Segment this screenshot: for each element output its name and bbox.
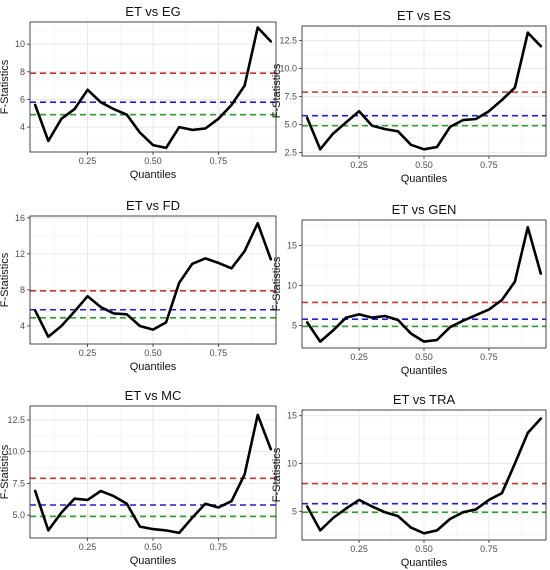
panel-title: ET vs ES	[397, 8, 451, 23]
y-axis-label: F-Statistics	[0, 252, 11, 307]
x-axis-label: Quantiles	[401, 365, 448, 377]
y-tick-label: 7.5	[284, 92, 297, 102]
y-tick-label: 10.0	[7, 447, 25, 457]
y-tick-label: 10	[287, 281, 297, 291]
x-tick-label: 0.75	[210, 542, 228, 552]
y-tick-label: 6	[20, 94, 25, 104]
y-tick-label: 10	[287, 459, 297, 469]
panel-border	[29, 405, 277, 539]
y-tick-label: 10.0	[279, 64, 297, 74]
y-tick-label: 10	[15, 39, 25, 49]
panel-title: ET vs EG	[125, 4, 180, 19]
panel-border	[301, 219, 547, 349]
y-tick-label: 15	[287, 411, 297, 421]
x-axis-label: Quantiles	[130, 555, 177, 567]
y-tick-label: 5.0	[12, 510, 25, 520]
series-line	[33, 413, 273, 535]
x-tick-label: 0.50	[144, 542, 162, 552]
x-tick-label: 0.25	[350, 352, 368, 362]
x-tick-label: 0.25	[350, 544, 368, 554]
y-tick-label: 4	[20, 122, 25, 132]
y-axis-label: F-Statistics	[271, 63, 283, 118]
x-axis-label: Quantiles	[130, 169, 177, 181]
x-tick-label: 0.50	[144, 348, 162, 358]
y-tick-label: 5.0	[284, 120, 297, 130]
panel-title: ET vs GEN	[392, 202, 457, 217]
x-axis-label: Quantiles	[401, 173, 448, 185]
y-tick-label: 2.5	[284, 148, 297, 158]
series-line	[305, 31, 543, 151]
x-tick-label: 0.75	[480, 352, 498, 362]
y-tick-label: 5	[292, 321, 297, 331]
x-axis-label: Quantiles	[401, 557, 448, 569]
y-axis-label: F-Statistics	[271, 256, 283, 311]
series-line	[305, 417, 543, 535]
series-line	[33, 221, 273, 339]
y-tick-label: 5	[292, 506, 297, 516]
y-tick-label: 12.5	[7, 415, 25, 425]
x-tick-label: 0.25	[350, 160, 368, 170]
x-tick-label: 0.50	[415, 160, 433, 170]
x-tick-label: 0.25	[79, 156, 97, 166]
chart-panel-1: 0.25 0.50 0.75 4 6 8 10 ET vs EG Quantiles F-Stat…	[0, 4, 277, 181]
y-axis-label: F-Statistics	[271, 447, 283, 502]
chart-panel-4: 0.25 0.50 0.75 5 10 15 ET vs GEN Quantiles F-Sta…	[271, 202, 547, 377]
y-tick-label: 7.5	[12, 478, 25, 488]
y-tick-label: 15	[287, 241, 297, 251]
x-tick-label: 0.75	[480, 160, 498, 170]
panel-border	[29, 215, 277, 345]
y-tick-label: 12.5	[279, 36, 297, 46]
chart-panel-5: 0.25 0.50 0.75 5.0 7.5 10.0 12.5 ET vs MC Quanti…	[0, 388, 277, 567]
y-tick-label: 12	[15, 249, 25, 259]
panel-title: ET vs MC	[125, 388, 182, 403]
panel-border	[29, 21, 277, 153]
x-tick-label: 0.50	[415, 544, 433, 554]
chart-panel-6: 0.25 0.50 0.75 5 10 15 ET vs TRA Quantiles F-Sta…	[271, 392, 547, 569]
series-line	[305, 225, 543, 343]
x-tick-label: 0.50	[415, 352, 433, 362]
x-tick-label: 0.25	[79, 542, 97, 552]
series-line	[33, 26, 273, 150]
panel-border	[301, 409, 547, 541]
panel-border	[301, 25, 547, 157]
x-tick-label: 0.50	[144, 156, 162, 166]
y-tick-label: 8	[20, 67, 25, 77]
x-tick-label: 0.75	[480, 544, 498, 554]
y-tick-label: 8	[20, 285, 25, 295]
x-tick-label: 0.75	[210, 348, 228, 358]
x-tick-label: 0.75	[210, 156, 228, 166]
x-tick-label: 0.25	[79, 348, 97, 358]
chart-panel-2: 0.25 0.50 0.75 2.5 5.0 7.5 10.0 12.5 ET vs ES Qua…	[271, 8, 547, 185]
y-tick-label: 4	[20, 321, 25, 331]
y-tick-label: 16	[15, 213, 25, 223]
x-axis-label: Quantiles	[130, 361, 177, 373]
panel-title: ET vs FD	[126, 198, 180, 213]
y-axis-label: F-Statistics	[0, 444, 11, 499]
y-axis-label: F-Statistics	[0, 59, 11, 114]
panel-title: ET vs TRA	[393, 392, 456, 407]
chart-panel-3: 0.25 0.50 0.75 4 8 12 16 ET vs FD Quantiles F-Sta…	[0, 198, 277, 373]
